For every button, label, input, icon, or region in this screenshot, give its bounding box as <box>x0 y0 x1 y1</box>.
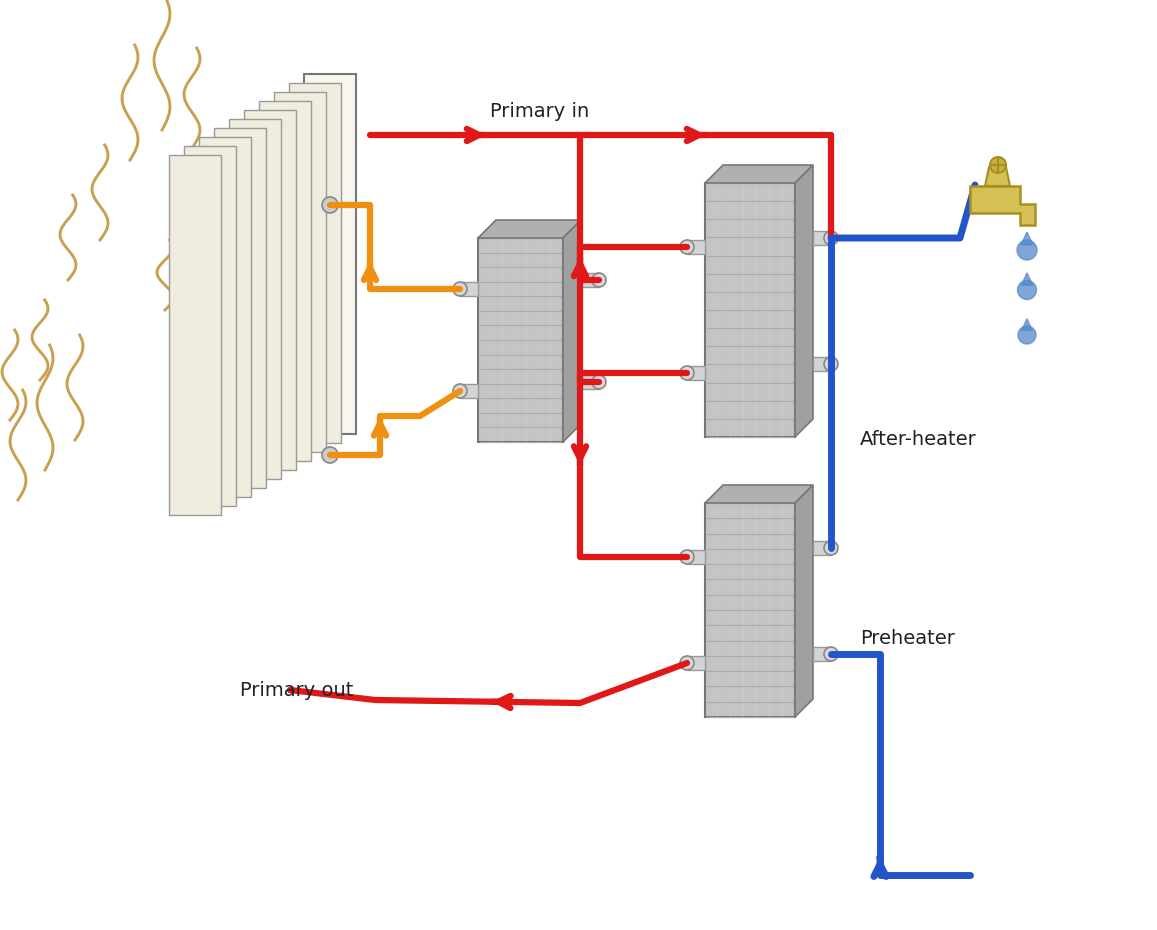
Polygon shape <box>813 231 831 245</box>
Circle shape <box>322 447 338 463</box>
Circle shape <box>454 384 467 398</box>
Polygon shape <box>1022 272 1033 286</box>
Polygon shape <box>563 220 581 442</box>
Polygon shape <box>687 240 705 254</box>
Polygon shape <box>687 366 705 380</box>
Polygon shape <box>1022 319 1032 330</box>
Polygon shape <box>478 238 563 442</box>
Circle shape <box>990 157 1005 173</box>
Polygon shape <box>985 167 1010 186</box>
Circle shape <box>454 282 467 296</box>
Polygon shape <box>970 186 1036 225</box>
Circle shape <box>680 240 694 254</box>
Circle shape <box>592 273 606 287</box>
Polygon shape <box>705 503 795 717</box>
Circle shape <box>680 366 694 380</box>
Polygon shape <box>795 485 813 717</box>
Polygon shape <box>289 83 341 443</box>
Text: After-heater: After-heater <box>860 431 977 449</box>
Polygon shape <box>244 110 296 470</box>
Polygon shape <box>687 656 705 670</box>
Polygon shape <box>184 146 236 506</box>
Circle shape <box>592 375 606 389</box>
Polygon shape <box>795 165 813 437</box>
Circle shape <box>680 656 694 670</box>
Circle shape <box>680 550 694 564</box>
Polygon shape <box>581 375 599 389</box>
Polygon shape <box>581 273 599 287</box>
Polygon shape <box>813 647 831 661</box>
Circle shape <box>824 231 838 245</box>
Polygon shape <box>705 165 813 183</box>
Polygon shape <box>705 485 813 503</box>
Circle shape <box>824 541 838 555</box>
Polygon shape <box>1018 326 1036 344</box>
Polygon shape <box>274 92 326 452</box>
Polygon shape <box>478 220 581 238</box>
Text: Primary in: Primary in <box>491 102 589 122</box>
Polygon shape <box>259 101 311 461</box>
Polygon shape <box>460 384 478 398</box>
Text: Primary out: Primary out <box>239 681 353 699</box>
Polygon shape <box>1017 240 1037 260</box>
Circle shape <box>322 197 338 213</box>
Polygon shape <box>1020 232 1033 245</box>
Text: Preheater: Preheater <box>860 629 955 647</box>
Polygon shape <box>687 550 705 564</box>
Polygon shape <box>813 357 831 371</box>
Polygon shape <box>813 541 831 555</box>
Polygon shape <box>199 137 251 497</box>
Polygon shape <box>169 155 221 515</box>
Circle shape <box>824 647 838 661</box>
Polygon shape <box>460 282 478 296</box>
Polygon shape <box>214 128 266 488</box>
Circle shape <box>824 357 838 371</box>
Polygon shape <box>229 119 281 479</box>
Polygon shape <box>304 74 356 434</box>
Polygon shape <box>705 183 795 437</box>
Polygon shape <box>1017 281 1037 299</box>
